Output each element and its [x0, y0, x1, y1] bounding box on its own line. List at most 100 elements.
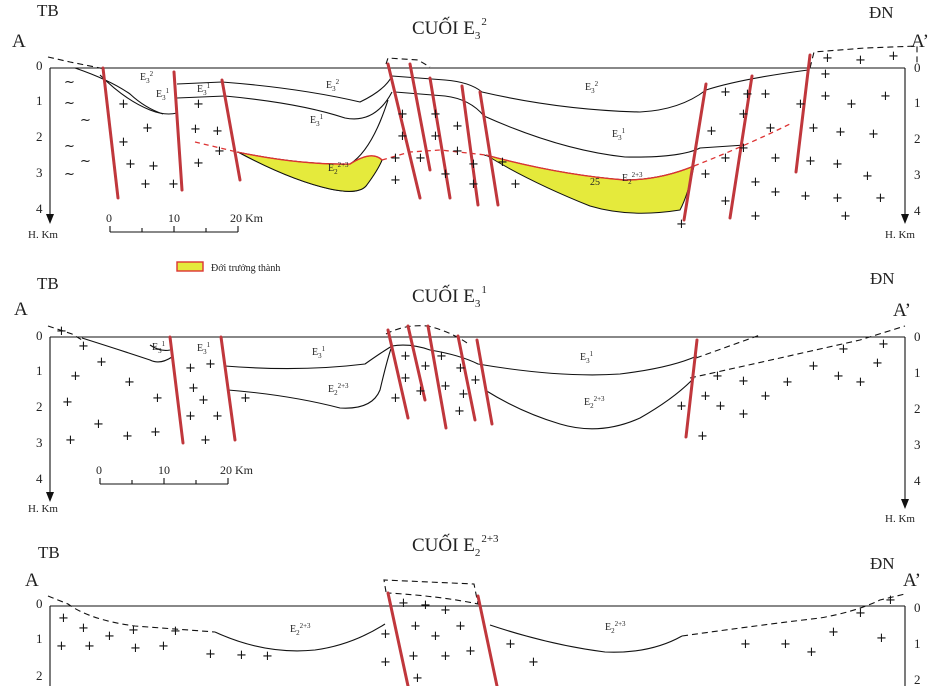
basement-plus: +: [720, 194, 731, 209]
basement-plus: +: [820, 67, 831, 82]
basement-plus: +: [193, 156, 204, 171]
legend-label: Đới trưởng thành: [211, 263, 280, 274]
basement-plus: +: [738, 407, 749, 422]
basement-plus: +: [855, 53, 866, 68]
basement-plus: +: [185, 409, 196, 424]
basement-plus: +: [56, 324, 67, 339]
fault-line: [386, 328, 410, 420]
basement-plus: +: [398, 596, 409, 611]
depth-unit-right: H. Km: [885, 229, 915, 241]
formation-label: E31: [156, 87, 170, 102]
formation-label: E22+3: [605, 620, 626, 635]
fault-line: [408, 62, 432, 172]
basement-plus: +: [440, 379, 451, 394]
depth-tick-label: 3: [36, 165, 43, 180]
depth-tick-label: 3: [914, 437, 921, 452]
basement-plus: +: [700, 167, 711, 182]
depth-tick-label: 0: [36, 596, 43, 611]
basement-plus: +: [742, 87, 753, 102]
basement-plus: +: [800, 189, 811, 204]
basement-plus: +: [840, 209, 851, 224]
right-depth-ticks: 0 1 2: [914, 600, 921, 686]
basement-plus: +: [700, 389, 711, 404]
basement-plus: +: [212, 409, 223, 424]
basement-plus: +: [168, 177, 179, 192]
sediment-symbol: ~: [64, 167, 75, 182]
basement-plus: +: [128, 623, 139, 638]
basement-plus: +: [828, 625, 839, 640]
basement-plus: +: [200, 433, 211, 448]
basement-plus: +: [150, 425, 161, 440]
basement-plus: +: [415, 151, 426, 166]
basement-plus: +: [104, 629, 115, 644]
basement-plus: +: [822, 51, 833, 66]
basement-plus: +: [470, 373, 481, 388]
basement-plus: +: [236, 648, 247, 663]
fault-line: [728, 74, 754, 220]
fault-line: [456, 334, 477, 422]
depth-unit-right: H. Km: [885, 513, 915, 525]
sediment-symbol: ~: [80, 154, 91, 169]
basement-plus: +: [497, 155, 508, 170]
basement-plus: +: [862, 169, 873, 184]
basement-plus: +: [198, 393, 209, 408]
basement-plus: +: [56, 639, 67, 654]
basement-plus: +: [205, 647, 216, 662]
formation-label: E31: [312, 345, 326, 360]
sediment-symbol: ~: [64, 96, 75, 111]
fault-line: [386, 591, 410, 686]
basement-plus: +: [430, 129, 441, 144]
depth-tick-label: 1: [914, 95, 921, 110]
basement-plus: +: [712, 369, 723, 384]
basement-plus: +: [193, 97, 204, 112]
formation-label: E31: [612, 127, 626, 142]
section-panel-e2-23: TB A ĐN A’ CUỐI E22+3 0 1 2 0 1 2 + +: [25, 533, 921, 686]
basement-plus: +: [876, 631, 887, 646]
basement-plus: +: [415, 384, 426, 399]
legend-swatch: [176, 261, 204, 272]
horizon-line: [81, 337, 173, 363]
horizon-line: [74, 67, 164, 115]
basement-plus: +: [833, 369, 844, 384]
depth-tick-label: 4: [914, 203, 921, 218]
section-panel-e3-2: A TB A’ ĐN CUỐI E32 0 1 2 3 4 0 1 2 3 4 …: [12, 1, 929, 274]
basement-plus: +: [835, 125, 846, 140]
eroded-uplift-top: [383, 579, 479, 605]
section-panel-e3-1: TB A ĐN A’ CUỐI E31 0 1 2 3 4 0 1 2 3 4 …: [14, 269, 921, 525]
formation-label: E22+3: [290, 622, 311, 637]
basement-plus: +: [397, 129, 408, 144]
right-direction-label: ĐN: [870, 269, 895, 288]
fault-line: [172, 70, 184, 192]
right-depth-ticks: 0 1 2 3 4: [914, 60, 921, 218]
fault-line: [219, 335, 237, 442]
formation-labels: E22+3 E22+3: [290, 620, 626, 637]
basement-plus: +: [820, 89, 831, 104]
right-end-label: A’: [903, 570, 921, 591]
scale-label: 0: [106, 211, 112, 225]
right-direction-label: ĐN: [869, 3, 894, 22]
basement-plus: +: [750, 209, 761, 224]
basement-plus: +: [188, 381, 199, 396]
formation-label: E31: [310, 113, 324, 128]
basement-plus: +: [455, 619, 466, 634]
depth-tick-label: 4: [36, 201, 43, 216]
basement-plus: +: [465, 644, 476, 659]
basement-plus: +: [118, 97, 129, 112]
scale-bar: 0 10 20 Km: [96, 463, 254, 485]
basement-plus: +: [846, 97, 857, 112]
basement-plus: +: [140, 177, 151, 192]
fault-line: [428, 76, 452, 200]
basement-plus: +: [808, 359, 819, 374]
right-direction-label: ĐN: [870, 554, 895, 573]
horizon-line: [149, 344, 171, 351]
left-axis-arrow: [46, 214, 54, 224]
eroded-surface-left: [47, 325, 83, 341]
depth-tick-label: 2: [36, 129, 43, 144]
legend: Đới trưởng thành: [176, 261, 280, 274]
basement-plus: +: [738, 374, 749, 389]
depth-tick-label: 2: [914, 672, 921, 686]
basement-plus: +: [78, 621, 89, 636]
fault-line: [220, 78, 242, 182]
basement-symbols: + + + + + + + + + + + + + + + + + + + + …: [56, 324, 889, 448]
